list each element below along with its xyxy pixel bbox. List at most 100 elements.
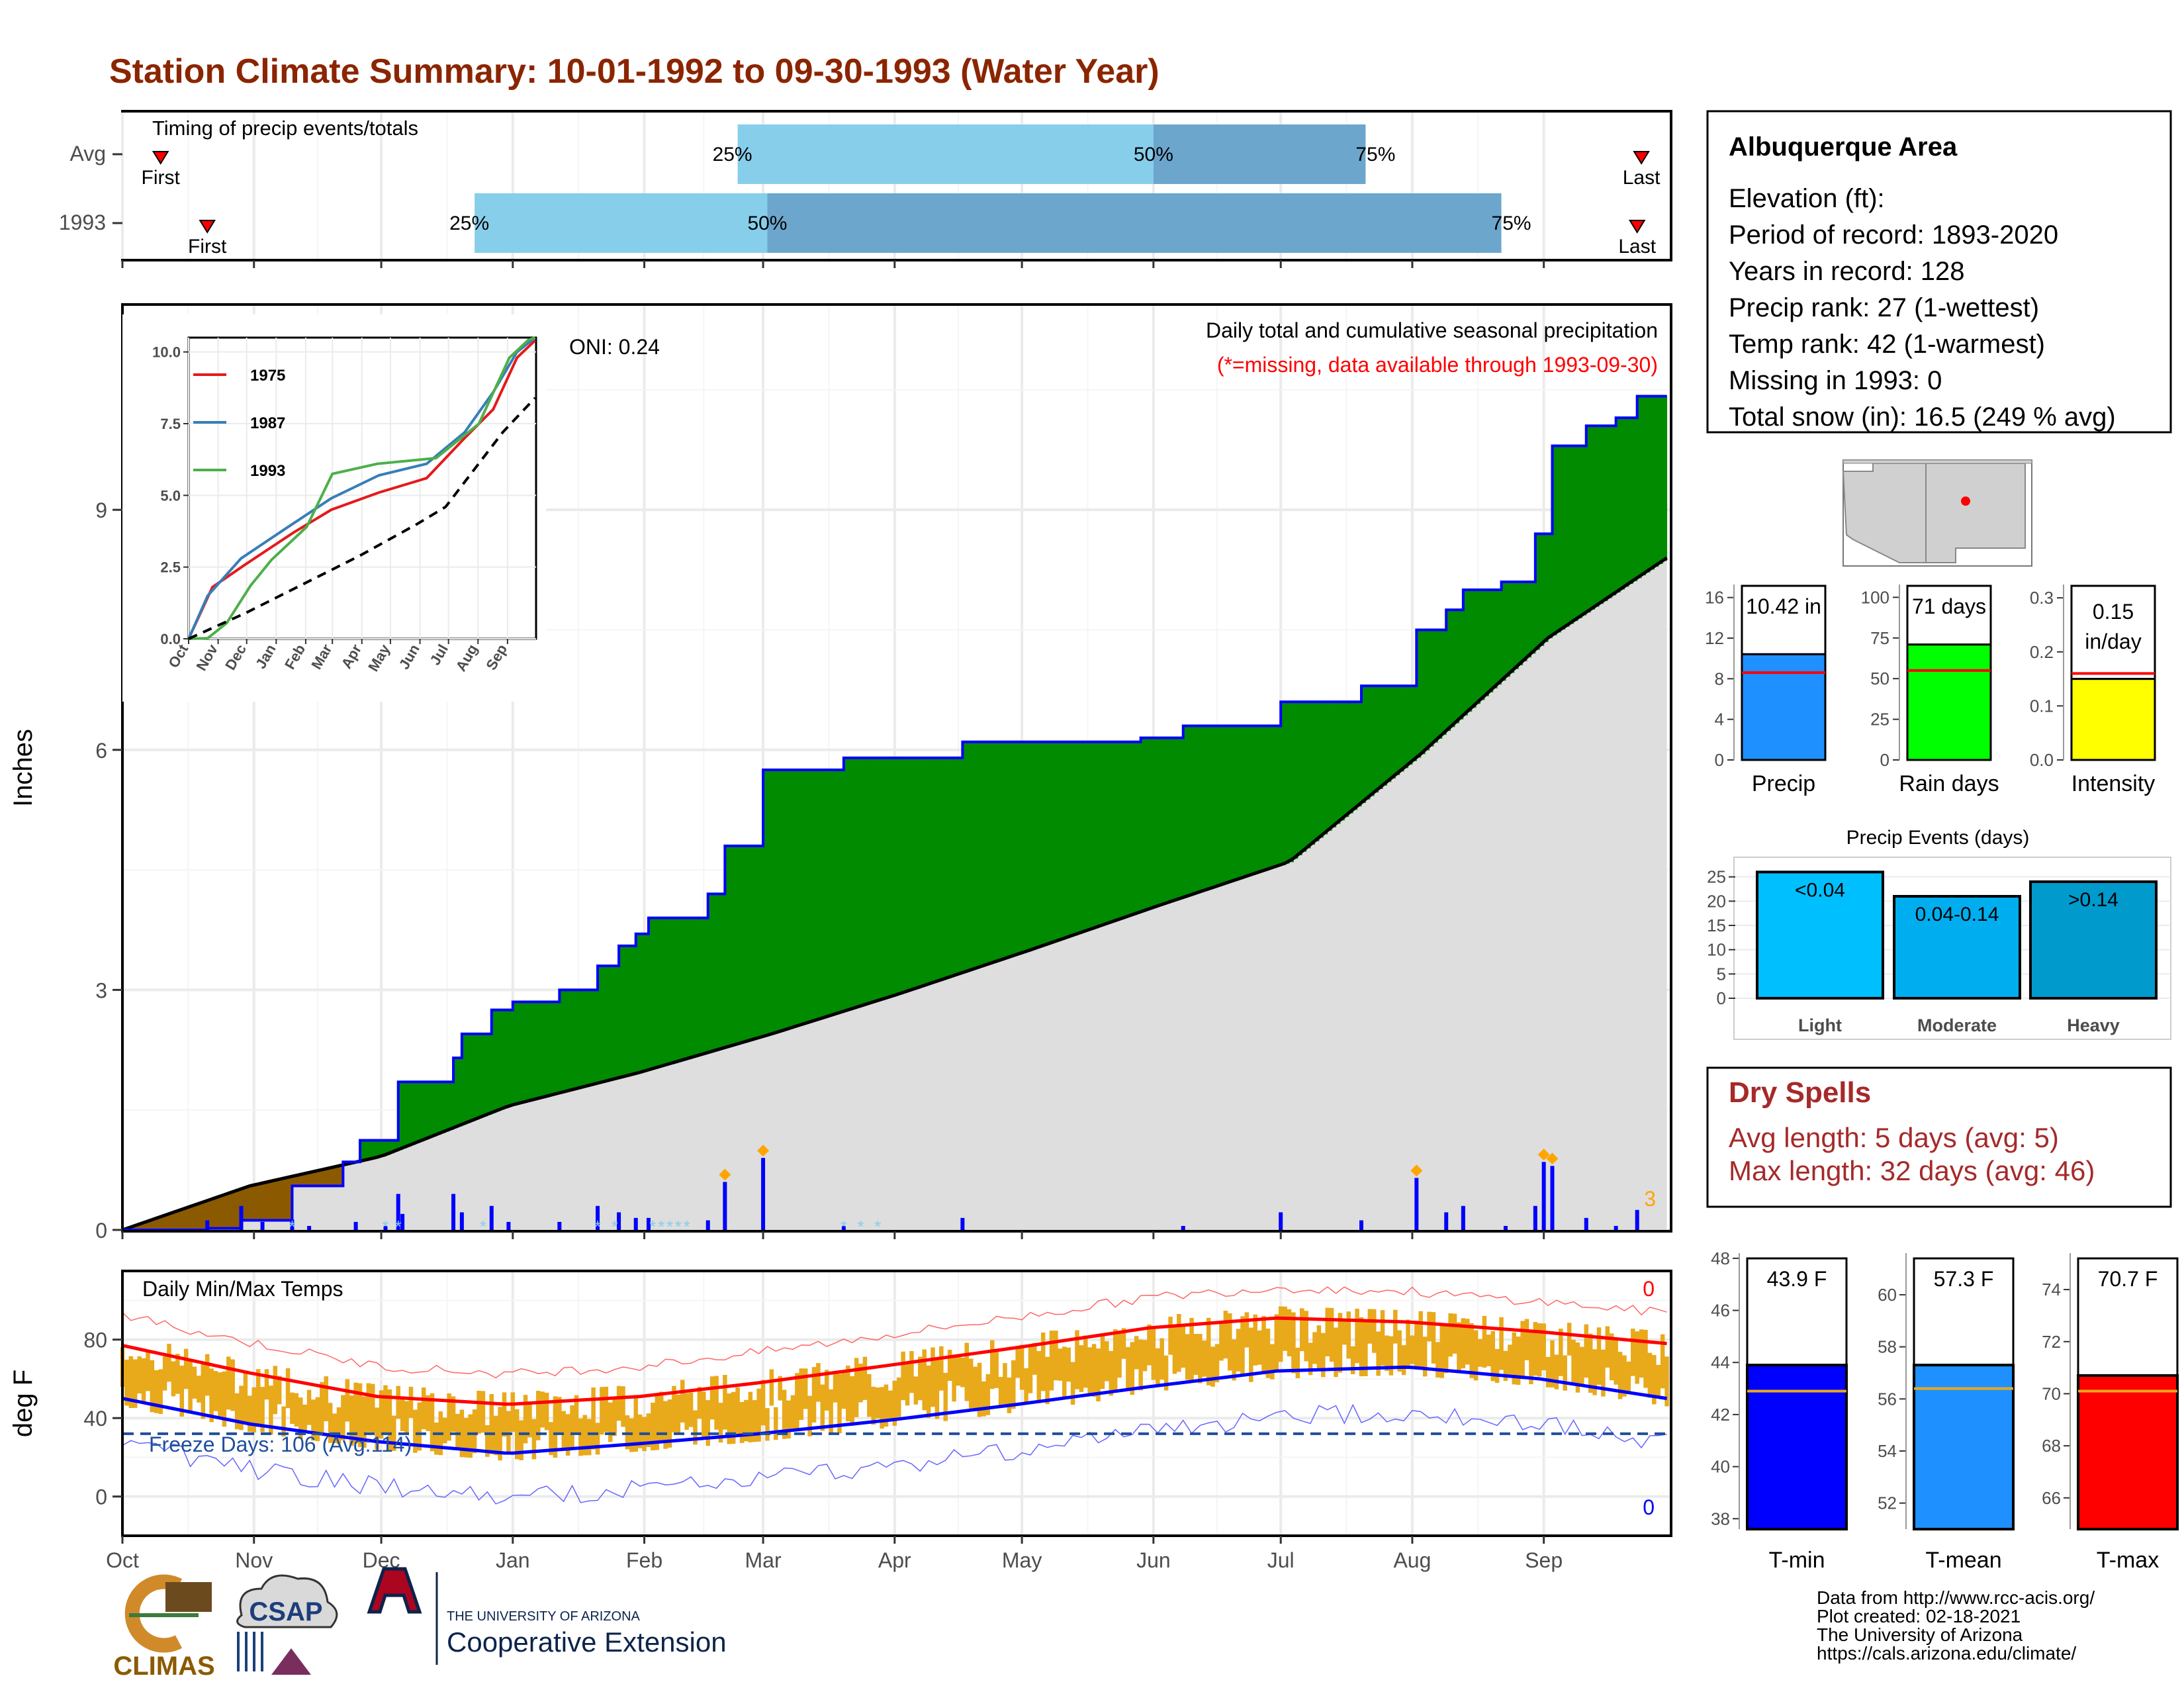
- tbar-ytick-label: 52: [1878, 1493, 1897, 1513]
- tbar-ytick-label: 42: [1711, 1405, 1730, 1425]
- ua-logo[interactable]: THE UNIVERSITY OF ARIZONA Cooperative Ex…: [367, 1567, 727, 1665]
- daily-precip-bar: [1635, 1209, 1639, 1230]
- mini-bar-headroom: [1741, 585, 1827, 655]
- temp-chart-title: Daily Min/Max Temps: [142, 1277, 343, 1301]
- events-ytick-label: 0: [1717, 988, 1726, 1008]
- daily-precip-bar: [290, 1219, 295, 1230]
- climas-logo[interactable]: CLIMAS: [113, 1574, 215, 1681]
- heavy-event-marker: [757, 1145, 770, 1157]
- timing-first-marker: [199, 220, 216, 234]
- events-bar-light: [1756, 870, 1884, 1000]
- timing-last-marker: [1628, 220, 1646, 234]
- tbar-ytick-label: 60: [1878, 1285, 1897, 1305]
- snow-marker: *: [480, 1217, 486, 1237]
- info-elevation: Elevation (ft):: [1729, 184, 1885, 213]
- main-ytick-label: 3: [95, 978, 107, 1002]
- map-north-border: [1843, 459, 2032, 464]
- tbar-t-mean: [1913, 1364, 2015, 1531]
- daily-precip-bar: [353, 1221, 358, 1230]
- dry-spells-box: Dry Spells Avg length: 5 days (avg: 5) M…: [1706, 1066, 2172, 1208]
- events-bar-range: <0.04: [1795, 879, 1845, 901]
- daily-precip-bar: [205, 1220, 210, 1230]
- daily-precip-bar: [1550, 1166, 1555, 1230]
- mini-ytick-label: 0.3: [2030, 588, 2054, 608]
- mini-ytick-label: 50: [1870, 669, 1889, 688]
- daily-precip-bar: [383, 1225, 388, 1230]
- main-plot-frame: [121, 303, 1672, 1233]
- info-box-frame: [1706, 110, 2172, 434]
- info-missing: Missing in 1993: 0: [1729, 366, 1942, 395]
- tbar-label: T-min: [1769, 1548, 1825, 1573]
- climas-logo-text: CLIMAS: [113, 1652, 214, 1681]
- main-ytick-label: 6: [95, 739, 107, 763]
- mini-ytick-label: 12: [1705, 628, 1724, 648]
- csap-logo[interactable]: CSAP: [236, 1574, 338, 1675]
- avg-cumulative-line: [122, 556, 1668, 1232]
- inset-series-1987: [187, 336, 536, 639]
- snow-marker: *: [395, 1217, 402, 1237]
- tbar-ytick-label: 38: [1711, 1509, 1730, 1528]
- timing-title: Timing of precip events/totals: [152, 117, 418, 140]
- mini-ytick-label: 0: [1880, 750, 1889, 770]
- map-state-new-mexico: [1925, 463, 2026, 563]
- daily-precip-bar: [1584, 1217, 1588, 1230]
- record-max-line: [122, 1286, 1667, 1379]
- timing-bar-q50-q75: [767, 193, 1502, 253]
- info-precip-rank: Precip rank: 27 (1-wettest): [1729, 293, 2039, 322]
- max-count-label: 0: [1643, 1277, 1655, 1301]
- daily-precip-bar: [1414, 1178, 1419, 1230]
- heavy-event-marker: [1410, 1164, 1423, 1177]
- info-total-snow: Total snow (in): 16.5 (249 % avg): [1729, 402, 2116, 432]
- month-label: May: [1002, 1548, 1042, 1572]
- month-label: Feb: [626, 1548, 662, 1572]
- events-ytick-label: 5: [1717, 964, 1726, 984]
- temp-y-label: deg F: [9, 1370, 38, 1437]
- mini-ytick-label: 100: [1861, 587, 1889, 607]
- min-count-label: 0: [1643, 1495, 1655, 1519]
- daily-precip-bar: [761, 1158, 766, 1230]
- daily-precip-bar: [841, 1225, 846, 1230]
- temperature-summary-bars: 38 40 42 44 46 48 43.9 F T-min 52 54 56 58 60 57.3 F T…: [1711, 1248, 2179, 1573]
- daily-precip-bar: [1279, 1212, 1283, 1230]
- timing-label-25: 25%: [449, 212, 489, 234]
- heavy-event-marker: [1546, 1152, 1559, 1165]
- events-ytick-label: 15: [1707, 915, 1726, 935]
- tbar-label: T-max: [2097, 1548, 2159, 1573]
- month-label: Jun: [1136, 1548, 1171, 1572]
- month-label: Jul: [1267, 1548, 1295, 1572]
- timing-last-label: Last: [1618, 236, 1656, 258]
- avg-max-temp-line: [122, 1316, 1667, 1406]
- timing-last-marker: [1633, 151, 1650, 165]
- timing-label-50: 50%: [1134, 144, 1173, 165]
- ua-a-icon: [367, 1567, 422, 1614]
- precip-events-panel: Precip Events (days) 0 5 10 15 20 25 <0.04 Ligh…: [1707, 827, 2171, 1040]
- footer-university: The University of Arizona: [1817, 1624, 2023, 1645]
- events-title: Precip Events (days): [1846, 827, 2030, 849]
- timing-label-75: 75%: [1492, 212, 1531, 234]
- inset-ytick-label: 5.0: [160, 487, 181, 504]
- station-info-box: Albuquerque Area Elevation (ft): Period …: [1706, 110, 2172, 434]
- dry-spells-max: Max length: 32 days (avg: 46): [1729, 1155, 2095, 1186]
- snow-marker: *: [675, 1217, 682, 1237]
- daily-precip-bar: [633, 1217, 638, 1230]
- daily-precip-bar: [1614, 1225, 1618, 1230]
- inset-legend-label: 1993: [250, 462, 285, 480]
- main-ytick-label: 0: [95, 1219, 107, 1243]
- daily-precip-bar: [1533, 1205, 1537, 1230]
- tbar-headroom: [1913, 1257, 2015, 1366]
- mini-ytick-label: 8: [1715, 669, 1724, 688]
- tbar-ytick-label: 58: [1878, 1337, 1897, 1357]
- tbar-headroom: [1746, 1257, 1848, 1366]
- mini-bar-value: 0.15: [2093, 600, 2134, 624]
- inset-avg-line: [188, 397, 537, 640]
- dry-spells-title: Dry Spells: [1729, 1076, 1871, 1109]
- daily-precip-bar: [723, 1182, 727, 1230]
- daily-precip-bar: [1359, 1220, 1363, 1230]
- events-bar-heavy: [2029, 880, 2158, 1000]
- events-bar-range: >0.14: [2068, 889, 2118, 911]
- mini-bar-unit: in/day: [2085, 630, 2141, 653]
- tbar-ytick-label: 54: [1878, 1441, 1897, 1461]
- snow-marker: *: [658, 1217, 664, 1237]
- info-period: Period of record: 1893-2020: [1729, 220, 2058, 250]
